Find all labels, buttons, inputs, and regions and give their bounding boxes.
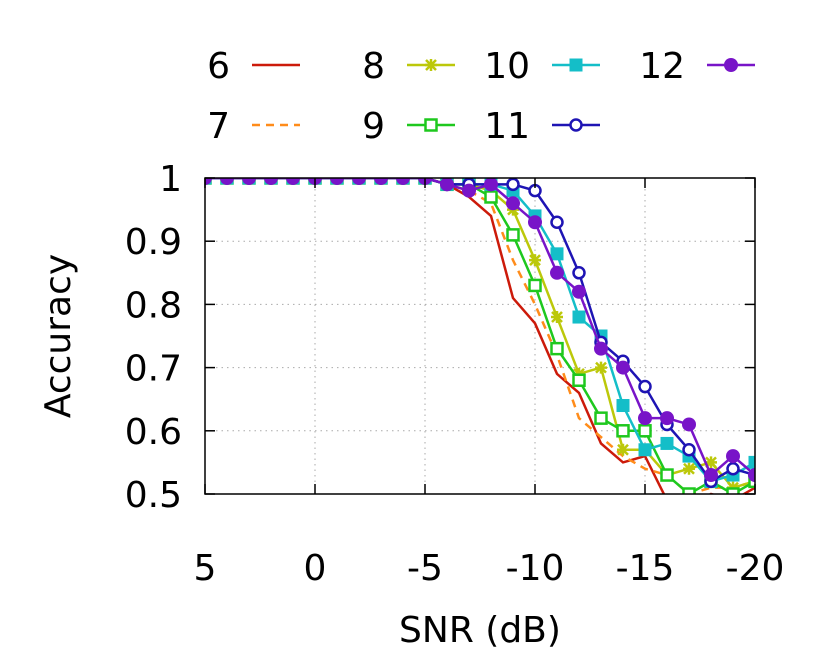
- series-6: [205, 178, 755, 494]
- y-tick-label: 0.8: [125, 285, 182, 326]
- open-square-marker: [550, 341, 564, 356]
- filled-circle-marker: [374, 178, 388, 185]
- y-tick-label: 0.5: [125, 475, 182, 516]
- open-square-marker: [638, 424, 652, 438]
- y-tick-label: 0.9: [125, 222, 182, 263]
- filled-circle-marker: [462, 183, 476, 198]
- filled-circle-marker: [748, 468, 755, 483]
- ticks: 5 0 -5 -10 -15 -20 0.5 0.6 0.7 0.8 0.9 1: [125, 159, 785, 589]
- series-12: [205, 178, 755, 483]
- star-marker: [551, 311, 563, 324]
- star-marker: [617, 443, 629, 456]
- series-11: [205, 178, 755, 489]
- series-8: [205, 178, 755, 494]
- star-marker: [705, 456, 717, 469]
- star-marker: [595, 361, 607, 374]
- filled-square-marker: [550, 247, 564, 261]
- legend-label: 7: [207, 106, 230, 147]
- filled-circle-marker: [264, 178, 278, 185]
- y-tick-label: 0.7: [125, 349, 182, 390]
- open-square-marker: [616, 424, 630, 438]
- legend-label: 6: [207, 46, 230, 87]
- open-circle-marker: [572, 266, 586, 280]
- filled-circle-marker: [242, 178, 256, 185]
- filled-square-marker: [616, 399, 630, 413]
- legend-label: 10: [484, 46, 530, 87]
- filled-circle-marker: [352, 178, 366, 185]
- filled-square-marker: [748, 455, 755, 469]
- open-circle-marker: [569, 118, 583, 132]
- open-circle-marker: [506, 178, 520, 192]
- star-marker: [683, 462, 695, 475]
- y-tick-label: 1: [159, 159, 182, 200]
- legend-label: 8: [362, 46, 385, 87]
- y-axis-label: Accuracy: [38, 254, 79, 418]
- filled-circle-marker: [660, 411, 674, 426]
- star-marker: [529, 254, 541, 267]
- filled-circle-marker: [572, 284, 586, 299]
- filled-circle-marker: [724, 58, 738, 72]
- open-square-marker: [424, 118, 438, 132]
- filled-circle-marker: [704, 468, 718, 483]
- open-circle-marker: [682, 443, 696, 457]
- filled-circle-marker: [594, 341, 608, 356]
- filled-circle-marker: [330, 178, 344, 185]
- filled-circle-marker: [396, 178, 410, 185]
- legend-label: 11: [484, 106, 530, 147]
- x-tick-label: -5: [407, 548, 443, 589]
- x-tick-label: -20: [726, 548, 785, 589]
- x-axis-label: SNR (dB): [399, 610, 561, 651]
- filled-circle-marker: [616, 360, 630, 375]
- filled-circle-marker: [205, 178, 212, 185]
- open-square-marker: [726, 487, 740, 494]
- x-tick-label: -15: [616, 548, 675, 589]
- series-line: [205, 178, 755, 484]
- series-line: [205, 178, 755, 494]
- filled-circle-marker: [682, 417, 696, 432]
- open-square-marker: [594, 411, 608, 425]
- y-tick-label: 0.6: [125, 412, 182, 453]
- series-10: [205, 178, 755, 488]
- open-circle-marker: [550, 215, 564, 229]
- legend-label: 9: [362, 106, 385, 147]
- open-square-marker: [528, 278, 542, 293]
- filled-circle-marker: [550, 265, 564, 280]
- legend: 6 7 8 9 10 11 12: [207, 46, 755, 147]
- x-tick-label: 0: [304, 548, 327, 589]
- x-tick-label: 5: [194, 548, 217, 589]
- open-circle-marker: [638, 379, 652, 394]
- plot-frame: [204, 177, 756, 495]
- filled-square-marker: [638, 443, 652, 457]
- filled-circle-marker: [726, 449, 740, 464]
- filled-circle-marker: [638, 411, 652, 426]
- series-group: [205, 178, 755, 494]
- open-square-marker: [506, 228, 520, 242]
- filled-square-marker: [569, 58, 583, 72]
- filled-circle-marker: [484, 178, 498, 192]
- filled-circle-marker: [440, 178, 454, 192]
- x-tick-label: -10: [506, 548, 565, 589]
- filled-circle-marker: [220, 178, 234, 185]
- open-square-marker: [484, 190, 498, 204]
- series-line: [205, 178, 755, 483]
- filled-square-marker: [660, 436, 674, 450]
- open-square-marker: [660, 468, 674, 482]
- star-marker: [425, 59, 437, 71]
- filled-circle-marker: [506, 196, 520, 211]
- series-line: [205, 178, 755, 494]
- series-9: [205, 178, 755, 494]
- legend-label: 12: [639, 46, 685, 87]
- open-square-marker: [572, 373, 586, 387]
- filled-square-marker: [572, 310, 586, 324]
- open-circle-marker: [726, 461, 740, 476]
- open-square-marker: [682, 487, 696, 494]
- filled-circle-marker: [286, 178, 300, 185]
- filled-circle-marker: [528, 215, 542, 230]
